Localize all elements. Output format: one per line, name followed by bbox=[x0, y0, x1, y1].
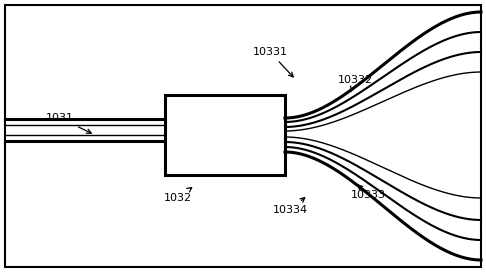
Text: 1031: 1031 bbox=[46, 113, 91, 133]
Text: 10333: 10333 bbox=[350, 185, 385, 200]
Bar bbox=[165, 95, 285, 175]
Text: 10334: 10334 bbox=[273, 198, 308, 215]
Text: 10331: 10331 bbox=[253, 47, 293, 77]
Text: 10332: 10332 bbox=[337, 75, 373, 91]
Text: 1032: 1032 bbox=[164, 187, 192, 203]
